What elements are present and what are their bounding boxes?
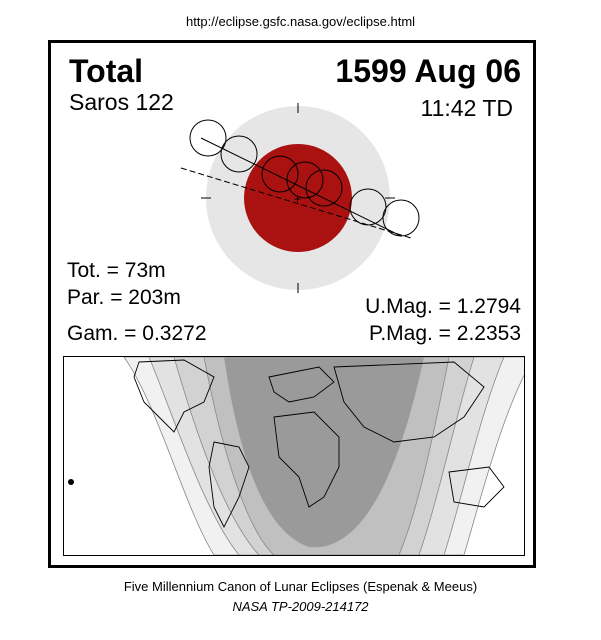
- africa-outline: [273, 411, 340, 508]
- partial-duration: Par. = 203m: [67, 286, 181, 309]
- visibility-map-svg: [68, 357, 524, 555]
- eclipse-time: 11:42 TD: [420, 95, 513, 121]
- moon-position-u4: [349, 188, 387, 226]
- total-eclipse-visibility-zone: [224, 357, 424, 548]
- umbra-shadow: [244, 144, 352, 252]
- moon-position-p4: [382, 199, 420, 237]
- south-america-outline: [208, 441, 250, 529]
- north-america-outline: [133, 359, 215, 433]
- footer-publication: NASA TP-2009-214172: [232, 599, 369, 614]
- footer-citation: Five Millennium Canon of Lunar Eclipses …: [123, 579, 478, 594]
- europe-outline: [268, 366, 335, 403]
- moon-path-line: [200, 137, 402, 237]
- ecliptic-line: [180, 167, 412, 239]
- source-url: http://eclipse.gsfc.nasa.gov/eclipse.htm…: [185, 14, 416, 29]
- eclipse-type: Total: [69, 53, 144, 89]
- asia-outline: [333, 361, 485, 443]
- moon-position-u1: [220, 135, 258, 173]
- moon-position-p1: [189, 119, 227, 157]
- moon-position-u3: [305, 169, 343, 207]
- continent-outlines: [133, 359, 505, 529]
- umbral-magnitude: U.Mag. = 1.2794: [365, 295, 521, 318]
- moon-position-greatest: [286, 161, 324, 199]
- moon-position-u2: [261, 155, 299, 193]
- visibility-map: [63, 356, 525, 556]
- moonrise-marker: [68, 479, 74, 485]
- shadow-center-mark: +: [294, 192, 301, 206]
- penumbral-magnitude: P.Mag. = 2.2353: [369, 322, 521, 345]
- australia-outline: [448, 466, 505, 508]
- eclipse-panel: + Total 1599 Aug 06 Saros 122 11:42 TD T…: [48, 40, 536, 568]
- saros-number: Saros 122: [69, 89, 174, 115]
- eclipse-geometry-diagram: +: [180, 103, 420, 293]
- totality-duration: Tot. = 73m: [67, 259, 166, 282]
- gamma-value: Gam. = 0.3272: [67, 322, 207, 345]
- eclipse-date: 1599 Aug 06: [335, 53, 521, 89]
